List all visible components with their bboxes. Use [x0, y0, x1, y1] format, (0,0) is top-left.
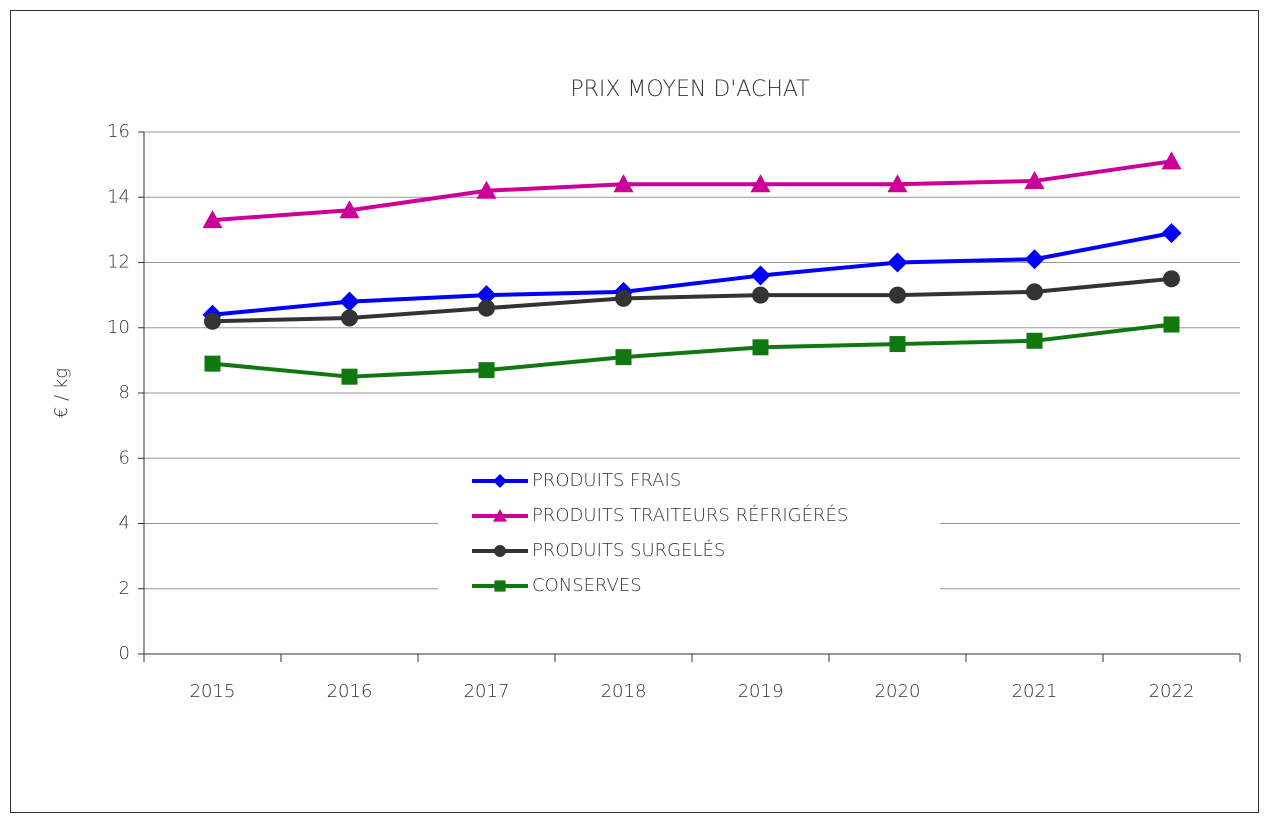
- marker-triangle: [887, 174, 908, 193]
- marker-circle: [752, 286, 769, 304]
- x-tick-label: 2018: [601, 681, 647, 702]
- series-line: [212, 231, 1172, 317]
- x-tick-label: 2019: [738, 681, 784, 702]
- y-tick-label: 0: [119, 643, 130, 664]
- marker-diamond: [476, 285, 497, 306]
- marker-triangle: [1024, 170, 1045, 189]
- marker-square: [1026, 332, 1043, 349]
- marker-square: [615, 349, 632, 366]
- x-tick-label: 2020: [875, 681, 921, 702]
- marker-circle: [204, 312, 221, 330]
- x-tick-label: 2017: [464, 681, 510, 702]
- x-tick-label: 2022: [1149, 681, 1195, 702]
- marker-triangle: [339, 200, 360, 219]
- marker-diamond: [750, 265, 771, 286]
- y-tick-label: 4: [119, 513, 130, 534]
- y-tick-label: 2: [119, 578, 130, 599]
- legend: PRODUITS FRAIS PRODUITS TRAITEURS RÉFRIGÉ…: [438, 462, 940, 604]
- y-tick-label: 6: [119, 447, 130, 468]
- y-tick-label: 10: [107, 317, 130, 338]
- y-tick-label: 14: [107, 186, 130, 207]
- legend-marker: [493, 474, 507, 488]
- marker-diamond: [1024, 249, 1045, 270]
- marker-square: [478, 362, 495, 379]
- chart-frame: [10, 10, 1259, 813]
- legend-label: PRODUITS SURGELÉS: [532, 539, 725, 561]
- marker-triangle: [613, 174, 634, 193]
- marker-square: [341, 368, 358, 385]
- marker-circle: [1163, 270, 1180, 288]
- marker-square: [889, 336, 906, 353]
- legend-marker: [494, 580, 506, 592]
- marker-triangle: [750, 174, 771, 193]
- x-tick-label: 2021: [1012, 681, 1058, 702]
- marker-circle: [478, 299, 495, 317]
- marker-square: [204, 355, 221, 372]
- x-tick-label: 2015: [190, 681, 236, 702]
- y-axis-label: € / kg: [51, 368, 72, 418]
- y-tick-label: 16: [107, 121, 130, 142]
- marker-circle: [341, 309, 358, 327]
- y-tick-label: 12: [107, 252, 130, 273]
- legend-label: CONSERVES: [532, 575, 642, 596]
- legend-marker: [494, 545, 506, 557]
- series-line: [212, 276, 1172, 324]
- legend-label: PRODUITS FRAIS: [532, 470, 681, 491]
- series-line: [212, 159, 1172, 223]
- marker-square: [1163, 316, 1180, 333]
- marker-diamond: [887, 252, 908, 273]
- chart-title: PRIX MOYEN D'ACHAT: [570, 77, 809, 102]
- marker-square: [752, 339, 769, 356]
- marker-circle: [889, 286, 906, 304]
- marker-triangle: [476, 180, 497, 199]
- legend-background: [438, 462, 940, 604]
- legend-label: PRODUITS TRAITEURS RÉFRIGÉRÉS: [532, 504, 848, 526]
- marker-triangle: [1161, 151, 1182, 170]
- x-tick-label: 2016: [327, 681, 373, 702]
- marker-triangle: [202, 210, 223, 229]
- marker-diamond: [339, 291, 360, 312]
- marker-diamond: [1161, 223, 1182, 244]
- marker-circle: [1026, 283, 1043, 301]
- y-tick-label: 8: [119, 382, 130, 403]
- legend-marker: [493, 509, 507, 522]
- series-line: [212, 322, 1172, 379]
- marker-circle: [615, 289, 632, 307]
